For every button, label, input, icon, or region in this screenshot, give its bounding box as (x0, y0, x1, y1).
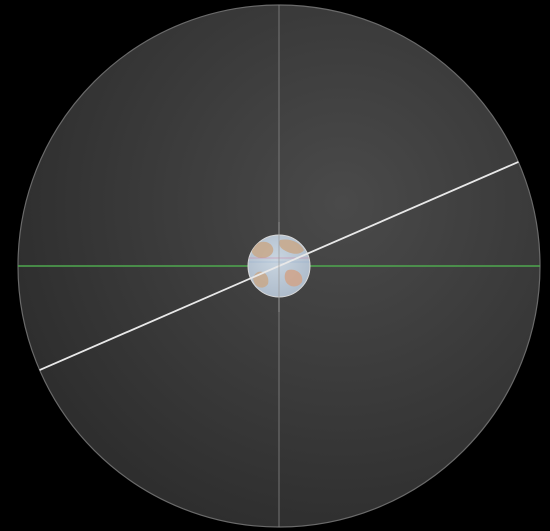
globe-icon (247, 234, 311, 298)
